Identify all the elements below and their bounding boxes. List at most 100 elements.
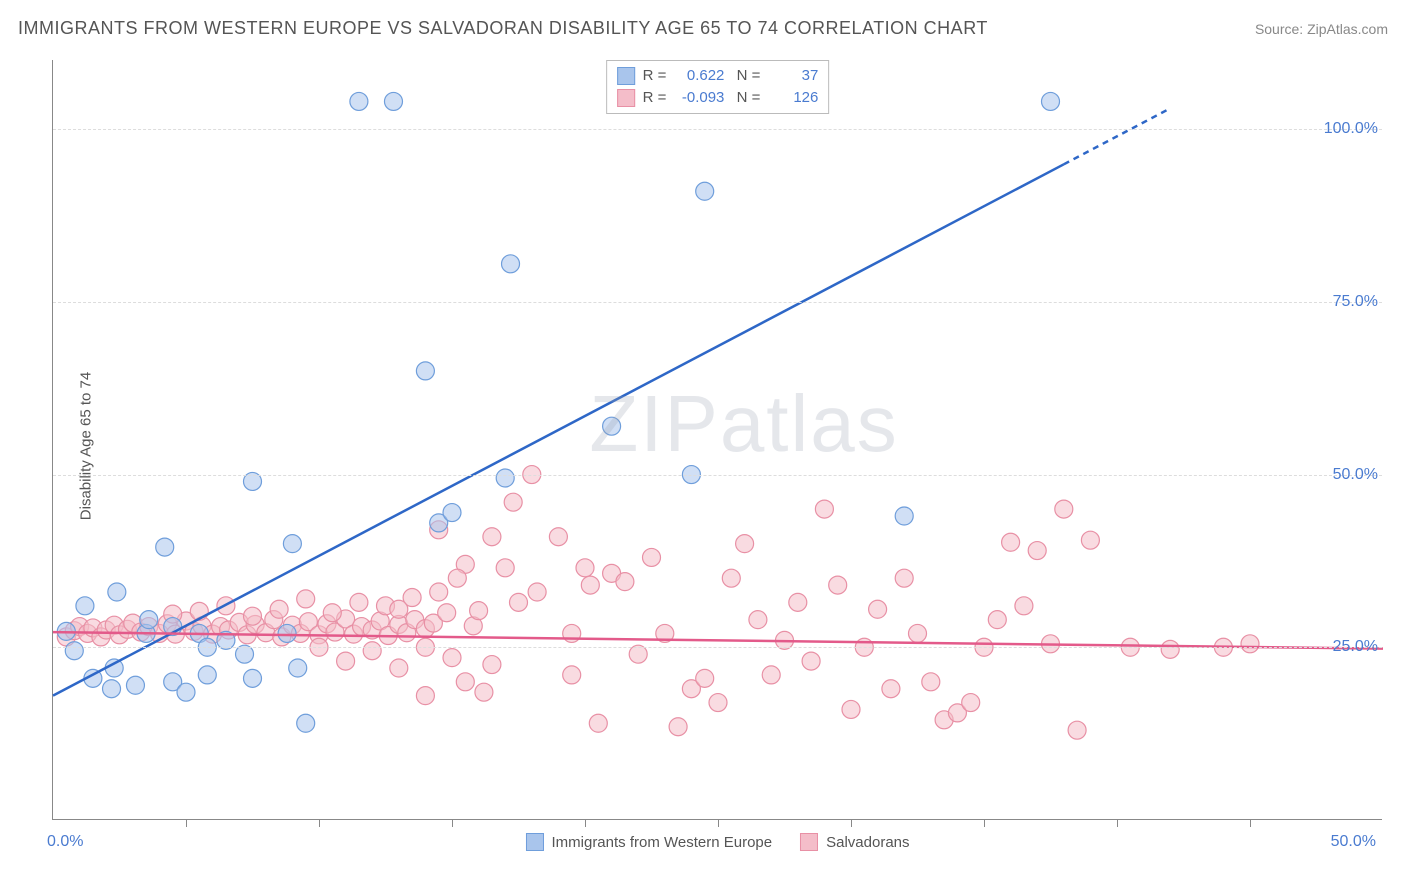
data-point: [363, 642, 381, 660]
x-axis-min-label: 0.0%: [47, 833, 83, 851]
data-point: [297, 590, 315, 608]
swatch-series-0: [617, 67, 635, 85]
data-point: [283, 535, 301, 553]
data-point: [270, 600, 288, 618]
data-point: [696, 669, 714, 687]
r-label: R =: [643, 65, 667, 87]
data-point: [475, 683, 493, 701]
data-point: [749, 611, 767, 629]
x-tick: [1250, 819, 1251, 827]
data-point: [448, 569, 466, 587]
n-label: N =: [732, 87, 760, 109]
chart-title: IMMIGRANTS FROM WESTERN EUROPE VS SALVAD…: [18, 18, 988, 39]
data-point: [244, 607, 262, 625]
n-value-0: 37: [768, 65, 818, 87]
grid-line: [53, 302, 1382, 303]
data-point: [722, 569, 740, 587]
data-point: [390, 659, 408, 677]
x-tick: [452, 819, 453, 827]
data-point: [643, 548, 661, 566]
data-point: [802, 652, 820, 670]
data-point: [789, 593, 807, 611]
x-tick: [984, 819, 985, 827]
data-point: [496, 469, 514, 487]
data-point: [103, 680, 121, 698]
data-point: [962, 694, 980, 712]
data-point: [384, 92, 402, 110]
data-point: [895, 507, 913, 525]
legend-label-1: Salvadorans: [826, 834, 909, 851]
x-tick: [319, 819, 320, 827]
data-point: [988, 611, 1006, 629]
data-point: [244, 669, 262, 687]
grid-line: [53, 129, 1382, 130]
swatch-series-1: [617, 89, 635, 107]
source-label: Source: ZipAtlas.com: [1255, 21, 1388, 37]
x-tick: [1117, 819, 1118, 827]
data-point: [483, 656, 501, 674]
n-label: N =: [732, 65, 760, 87]
data-point: [528, 583, 546, 601]
x-tick: [585, 819, 586, 827]
data-point: [563, 666, 581, 684]
grid-line: [53, 647, 1382, 648]
data-point: [1161, 640, 1179, 658]
data-point: [140, 611, 158, 629]
y-tick-label: 100.0%: [1324, 120, 1384, 138]
legend-item-0: Immigrants from Western Europe: [525, 833, 772, 851]
data-point: [1015, 597, 1033, 615]
data-point: [882, 680, 900, 698]
data-point: [156, 538, 174, 556]
legend-stats-box: R = 0.622 N = 37 R = -0.093 N = 126: [606, 60, 830, 114]
data-point: [416, 362, 434, 380]
data-point: [922, 673, 940, 691]
data-point: [709, 694, 727, 712]
data-point: [842, 700, 860, 718]
data-point: [895, 569, 913, 587]
data-point: [350, 593, 368, 611]
data-point: [1081, 531, 1099, 549]
x-tick: [851, 819, 852, 827]
legend-row-series-0: R = 0.622 N = 37: [617, 65, 819, 87]
trend-line-dashed: [1064, 108, 1170, 164]
chart-plot-area: ZIPatlas R = 0.622 N = 37 R = -0.093 N =…: [52, 60, 1382, 820]
trend-line: [53, 164, 1064, 695]
data-point: [1002, 533, 1020, 551]
data-point: [1042, 92, 1060, 110]
data-point: [443, 504, 461, 522]
data-point: [65, 642, 83, 660]
data-point: [762, 666, 780, 684]
x-tick: [186, 819, 187, 827]
data-point: [909, 624, 927, 642]
data-point: [829, 576, 847, 594]
data-point: [616, 573, 634, 591]
scatter-svg: [53, 60, 1382, 819]
data-point: [278, 624, 296, 642]
data-point: [289, 659, 307, 677]
swatch-bottom-1: [800, 833, 818, 851]
y-tick-label: 75.0%: [1333, 293, 1384, 311]
data-point: [350, 92, 368, 110]
legend-item-1: Salvadorans: [800, 833, 909, 851]
data-point: [589, 714, 607, 732]
y-tick-label: 50.0%: [1333, 466, 1384, 484]
data-point: [390, 600, 408, 618]
data-point: [108, 583, 126, 601]
grid-line: [53, 475, 1382, 476]
data-point: [470, 602, 488, 620]
data-point: [76, 597, 94, 615]
data-point: [502, 255, 520, 273]
data-point: [549, 528, 567, 546]
data-point: [576, 559, 594, 577]
data-point: [323, 604, 341, 622]
r-value-1: -0.093: [674, 87, 724, 109]
y-tick-label: 25.0%: [1333, 638, 1384, 656]
data-point: [443, 649, 461, 667]
data-point: [1055, 500, 1073, 518]
data-point: [1241, 635, 1259, 653]
legend-row-series-1: R = -0.093 N = 126: [617, 87, 819, 109]
data-point: [504, 493, 522, 511]
n-value-1: 126: [768, 87, 818, 109]
r-value-0: 0.622: [674, 65, 724, 87]
data-point: [869, 600, 887, 618]
